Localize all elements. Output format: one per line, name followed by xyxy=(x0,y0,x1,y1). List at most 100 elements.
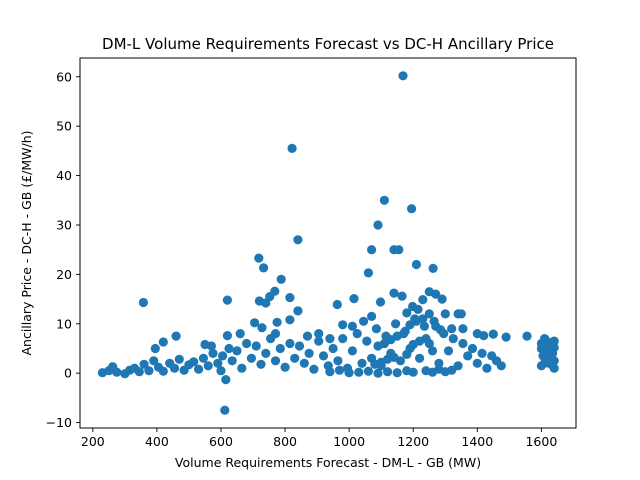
data-point xyxy=(272,317,282,327)
data-point xyxy=(174,354,184,364)
data-point xyxy=(408,339,418,350)
data-point xyxy=(398,71,408,81)
data-point xyxy=(411,259,421,270)
x-tick-label: 1200 xyxy=(397,434,429,449)
data-point xyxy=(479,331,489,341)
data-point xyxy=(415,353,425,363)
data-point xyxy=(548,348,558,358)
data-point xyxy=(458,324,468,334)
data-point xyxy=(347,321,357,331)
data-point xyxy=(314,336,324,346)
data-point xyxy=(149,356,159,366)
data-point xyxy=(250,318,260,328)
data-point xyxy=(332,299,342,310)
data-point xyxy=(373,341,383,351)
data-point xyxy=(285,293,295,303)
data-point xyxy=(440,309,450,319)
data-point xyxy=(456,309,466,319)
data-point xyxy=(472,358,482,368)
data-point xyxy=(325,367,335,377)
data-point xyxy=(220,405,230,415)
data-point xyxy=(402,308,412,318)
data-point xyxy=(325,334,335,344)
y-tick-label: 10 xyxy=(56,316,72,331)
x-tick-label: 800 xyxy=(273,434,297,449)
data-point xyxy=(246,353,256,363)
data-point xyxy=(431,289,441,299)
data-point xyxy=(359,316,369,326)
data-point xyxy=(150,343,160,354)
data-point xyxy=(407,204,417,214)
data-point xyxy=(138,297,148,308)
data-point xyxy=(448,334,458,344)
data-point xyxy=(198,353,208,363)
data-point xyxy=(419,321,429,331)
data-point xyxy=(428,263,438,273)
data-point xyxy=(112,367,122,377)
chart-title: DM-L Volume Requirements Forecast vs DC-… xyxy=(102,35,554,53)
data-point xyxy=(218,351,228,361)
data-point xyxy=(333,356,343,366)
data-point xyxy=(158,366,168,376)
y-tick-label: 30 xyxy=(56,217,72,232)
y-tick-label: 40 xyxy=(56,168,72,183)
data-point xyxy=(354,367,364,377)
x-tick-label: 1000 xyxy=(333,434,365,449)
data-point xyxy=(352,329,362,339)
x-tick-label: 600 xyxy=(209,434,233,449)
data-point xyxy=(203,361,213,371)
data-point xyxy=(405,320,415,330)
data-point xyxy=(134,367,144,377)
data-point xyxy=(171,331,181,341)
data-point xyxy=(302,331,313,341)
x-tick-label: 1400 xyxy=(461,434,493,449)
data-point xyxy=(280,362,290,372)
data-point xyxy=(435,325,446,335)
data-point xyxy=(402,366,412,376)
data-point xyxy=(227,356,237,366)
data-point xyxy=(237,363,247,373)
x-tick-label: 1600 xyxy=(525,434,557,449)
y-tick-label: 20 xyxy=(56,267,72,282)
data-point xyxy=(362,336,372,346)
data-point xyxy=(224,343,234,354)
y-tick-label: 0 xyxy=(64,366,72,381)
data-point xyxy=(413,304,423,314)
data-point xyxy=(373,220,383,230)
data-point xyxy=(213,358,223,368)
data-point xyxy=(169,363,180,373)
data-point xyxy=(402,349,412,359)
data-point xyxy=(254,253,264,263)
data-point xyxy=(344,368,354,378)
data-point xyxy=(443,346,454,356)
data-point xyxy=(222,295,232,305)
data-point xyxy=(501,332,511,342)
data-point xyxy=(158,337,168,347)
data-point xyxy=(536,338,547,349)
y-tick-label: 50 xyxy=(56,119,72,134)
data-point xyxy=(261,348,271,358)
data-point xyxy=(347,346,357,356)
data-point xyxy=(375,297,386,307)
data-point xyxy=(259,263,269,273)
y-tick-label: −10 xyxy=(46,415,72,430)
data-point xyxy=(256,359,266,369)
data-point xyxy=(232,346,242,356)
data-point xyxy=(447,365,457,375)
data-point xyxy=(453,361,463,371)
x-axis-label: Volume Requirements Forecast - DM-L - GB… xyxy=(175,455,481,470)
data-point xyxy=(285,338,295,349)
data-point xyxy=(363,366,373,376)
data-point xyxy=(314,329,324,339)
data-point xyxy=(379,195,389,205)
data-point xyxy=(482,363,492,373)
data-point xyxy=(394,245,404,255)
data-point xyxy=(383,367,393,377)
data-point xyxy=(447,324,457,334)
data-point xyxy=(328,343,338,354)
data-point xyxy=(242,338,252,349)
data-point xyxy=(363,268,373,278)
data-point xyxy=(290,353,300,363)
data-point xyxy=(522,331,532,341)
